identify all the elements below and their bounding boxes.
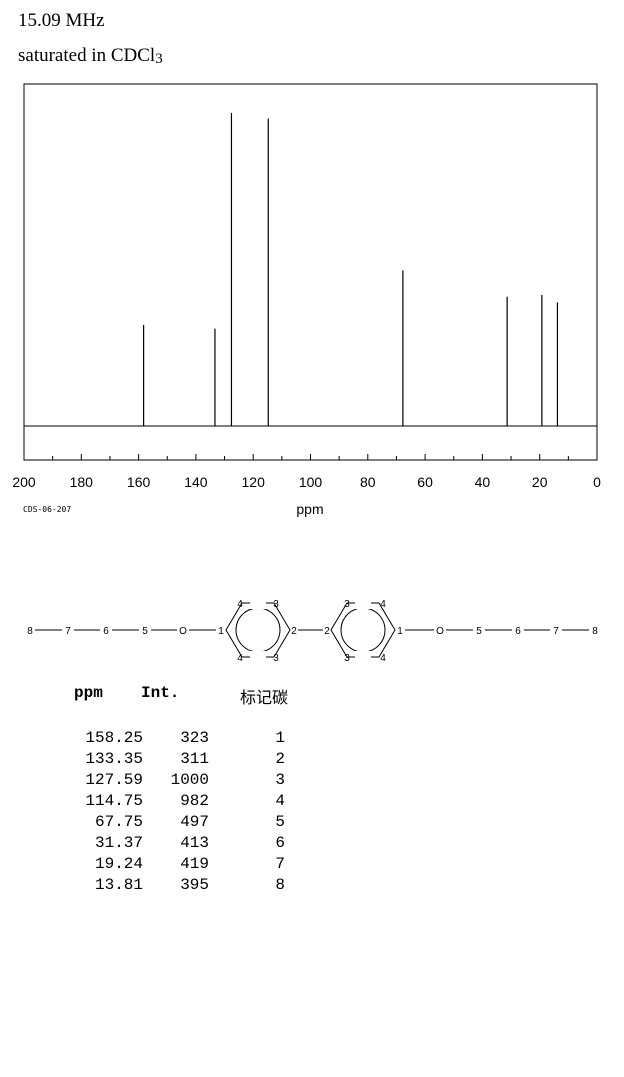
x-tick-label: 0 bbox=[593, 474, 601, 490]
row-ppm: 13.81 bbox=[94, 876, 143, 894]
x-tick-label: 80 bbox=[360, 474, 376, 490]
atom-right-c6: 6 bbox=[515, 626, 521, 637]
table-row: 31.37 413 6 bbox=[70, 833, 285, 854]
table-header-carbon-label: 标记碳 bbox=[240, 688, 289, 707]
atom-left-c7: 7 bbox=[65, 626, 71, 637]
row-carbon-label: 2 bbox=[275, 750, 285, 768]
row-intensity: 311 bbox=[180, 750, 209, 768]
table-row: 127.59 1000 3 bbox=[70, 770, 285, 791]
row-carbon-label: 6 bbox=[275, 834, 285, 852]
x-tick-label: 40 bbox=[475, 474, 491, 490]
left-ring-aromatic-circle bbox=[235, 607, 281, 653]
x-tick-label: 200 bbox=[12, 474, 36, 490]
row-intensity: 419 bbox=[180, 855, 209, 873]
molecule-structure: 8 7 6 5 O 1 4 3 4 3 2 2 3 4 3 4 1 O 5 6 … bbox=[27, 597, 598, 664]
row-ppm: 114.75 bbox=[85, 792, 143, 810]
atom-left-c5: 5 bbox=[142, 626, 148, 637]
row-intensity: 395 bbox=[180, 876, 209, 894]
atom-left-ring-top-c4: 4 bbox=[237, 599, 243, 610]
table-row: 13.81 395 8 bbox=[70, 875, 285, 896]
atom-left-ring-c2: 2 bbox=[291, 626, 297, 637]
row-carbon-label: 8 bbox=[275, 876, 285, 894]
x-tick-label: 20 bbox=[532, 474, 548, 490]
row-intensity: 1000 bbox=[170, 771, 209, 789]
table-row: 19.24 419 7 bbox=[70, 854, 285, 875]
row-carbon-label: 1 bbox=[275, 729, 285, 747]
spectrum-code: CDS-06-207 bbox=[23, 505, 71, 514]
atom-left-ring-c1: 1 bbox=[218, 626, 224, 637]
table-row: 158.25 323 1 bbox=[70, 728, 285, 749]
row-ppm: 31.37 bbox=[94, 834, 143, 852]
x-tick-label: 120 bbox=[242, 474, 266, 490]
row-carbon-label: 7 bbox=[275, 855, 285, 873]
x-tick-label: 160 bbox=[127, 474, 151, 490]
atom-right-c8: 8 bbox=[592, 626, 598, 637]
atom-right-ring-c1: 1 bbox=[397, 626, 403, 637]
atom-left-c6: 6 bbox=[103, 626, 109, 637]
row-carbon-label: 4 bbox=[275, 792, 285, 810]
table-header-int: Int. bbox=[141, 684, 180, 702]
atom-right-c7: 7 bbox=[553, 626, 559, 637]
x-tick-label: 180 bbox=[70, 474, 94, 490]
row-ppm: 158.25 bbox=[85, 729, 143, 747]
row-ppm: 19.24 bbox=[94, 855, 143, 873]
atom-right-ring-c2: 2 bbox=[324, 626, 330, 637]
row-ppm: 67.75 bbox=[94, 813, 143, 831]
solvent-label: saturated in CDCl3 bbox=[18, 45, 163, 67]
left-benzene-ring bbox=[225, 602, 291, 658]
plot-frame bbox=[23, 83, 598, 461]
solvent-subscript: 3 bbox=[155, 51, 163, 67]
x-tick-label: 140 bbox=[184, 474, 208, 490]
atom-right-ring-bottom-c3: 3 bbox=[344, 653, 350, 664]
table-row: 133.35 311 2 bbox=[70, 749, 285, 770]
table-header-ppm: ppm bbox=[74, 684, 103, 702]
solvent-prefix: saturated in CDCl bbox=[18, 45, 156, 66]
row-carbon-label: 5 bbox=[275, 813, 285, 831]
atom-left-c8: 8 bbox=[27, 626, 33, 637]
peak-table: 158.25 323 1 133.35 311 2 127.59 1000 3 114.75 982… bbox=[70, 728, 285, 896]
atom-right-ring-bottom-c4: 4 bbox=[380, 653, 386, 664]
row-intensity: 323 bbox=[180, 729, 209, 747]
x-tick-label: 100 bbox=[299, 474, 323, 490]
atom-right-ring-top-c3: 3 bbox=[344, 599, 350, 610]
atom-right-c5: 5 bbox=[476, 626, 482, 637]
row-ppm: 133.35 bbox=[85, 750, 143, 768]
atom-right-oxygen: O bbox=[436, 626, 444, 637]
table-row: 67.75 497 5 bbox=[70, 812, 285, 833]
atom-left-ring-top-c3: 3 bbox=[273, 599, 279, 610]
atom-left-ring-bottom-c3: 3 bbox=[273, 653, 279, 664]
row-carbon-label: 3 bbox=[275, 771, 285, 789]
x-tick-label: 60 bbox=[417, 474, 433, 490]
atom-left-ring-bottom-c4: 4 bbox=[237, 653, 243, 664]
row-intensity: 982 bbox=[180, 792, 209, 810]
row-intensity: 497 bbox=[180, 813, 209, 831]
right-benzene-ring bbox=[330, 602, 396, 658]
table-row: 114.75 982 4 bbox=[70, 791, 285, 812]
atom-right-ring-top-c4: 4 bbox=[380, 599, 386, 610]
row-ppm: 127.59 bbox=[85, 771, 143, 789]
atom-left-oxygen: O bbox=[179, 626, 187, 637]
nmr-spectrum-chart: 200 180 160 140 120 100 80 60 40 20 0 ppm CDS-06-2… bbox=[12, 83, 601, 517]
right-ring-aromatic-circle bbox=[340, 607, 386, 653]
spectrometer-frequency: 15.09 MHz bbox=[18, 10, 105, 31]
row-intensity: 413 bbox=[180, 834, 209, 852]
x-axis-label: ppm bbox=[296, 501, 323, 517]
